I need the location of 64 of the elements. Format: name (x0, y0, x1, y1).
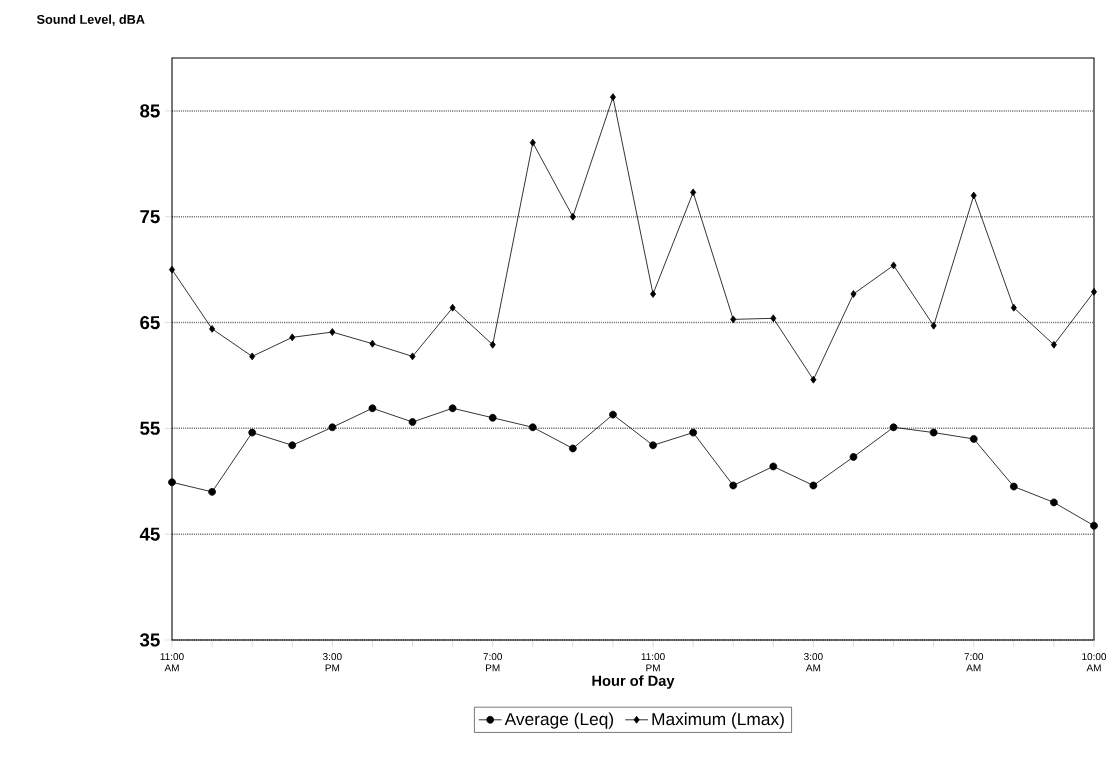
x-tick-label: 3:00 PM (323, 653, 342, 672)
point (1090, 521, 1098, 530)
point (730, 315, 737, 324)
legend-label: Maximum (Lmax) (652, 712, 784, 729)
point (850, 290, 857, 298)
point (328, 423, 337, 432)
point (770, 314, 777, 323)
point (408, 418, 417, 426)
point (969, 435, 978, 443)
point (1050, 498, 1058, 507)
point (409, 352, 416, 361)
point (209, 325, 216, 333)
point (528, 423, 537, 432)
point (609, 93, 616, 102)
point (650, 290, 657, 298)
point (368, 404, 377, 413)
point (890, 261, 897, 270)
point (448, 404, 457, 413)
point (489, 340, 496, 349)
y-tick-label: 75 (140, 210, 160, 224)
point (689, 428, 697, 437)
point (329, 328, 336, 336)
y-tick-label: 55 (140, 421, 160, 435)
x-tick-label: 11:00 PM (641, 653, 665, 672)
point (769, 462, 778, 471)
point (929, 428, 938, 437)
point (208, 487, 216, 496)
x-tick-label: 7:00 PM (483, 653, 503, 672)
point (168, 478, 176, 487)
point (1010, 303, 1017, 312)
y-tick-label: 85 (140, 104, 160, 118)
point (288, 441, 297, 450)
point (1050, 340, 1057, 349)
x-tick-label: 10:00 AM (1082, 653, 1107, 672)
point (449, 303, 456, 312)
point (248, 428, 257, 437)
point (690, 188, 697, 197)
x-axis-title: Hour of Day (592, 675, 675, 689)
point (609, 410, 617, 419)
point (529, 138, 536, 147)
x-tick-label: 3:00 AM (804, 653, 823, 672)
point (649, 441, 657, 450)
y-tick-label: 65 (140, 315, 160, 330)
point (970, 191, 977, 200)
point (930, 321, 937, 330)
point (810, 375, 817, 384)
y-tick-label: 35 (139, 633, 160, 647)
point (809, 481, 818, 490)
y-axis-title: Sound Level, dBA (36, 14, 145, 26)
point (488, 413, 497, 422)
point (849, 453, 858, 461)
point (569, 212, 576, 221)
point (569, 444, 577, 453)
legend-label: Average (Leq) (504, 712, 614, 729)
x-tick-label: 11:00 AM (160, 653, 184, 672)
point (169, 265, 176, 274)
y-tick-label: 45 (139, 527, 160, 541)
point (729, 481, 738, 490)
point (249, 352, 256, 361)
point (889, 423, 898, 432)
x-tick-label: 7:00 AM (964, 653, 984, 672)
point (289, 333, 296, 342)
point (1009, 482, 1018, 491)
point (369, 339, 376, 348)
